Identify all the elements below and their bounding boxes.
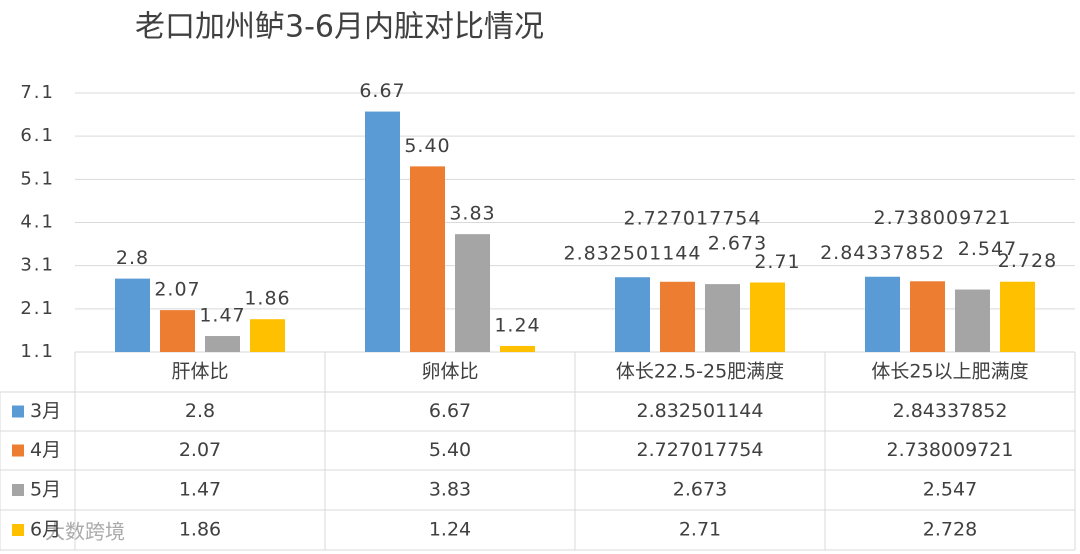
y-tick-label: 3.1 xyxy=(20,255,55,276)
table-cell: 5.40 xyxy=(429,439,471,461)
value-label: 2.8 xyxy=(116,247,149,269)
value-label: 1.24 xyxy=(494,314,540,336)
table-cell: 2.84337852 xyxy=(893,400,1008,422)
value-label: 2.71 xyxy=(754,251,800,273)
bar xyxy=(660,281,695,352)
table-cell: 1.24 xyxy=(429,519,471,541)
value-label: 2.728 xyxy=(998,250,1057,272)
bar xyxy=(250,319,285,352)
table-cell: 2.71 xyxy=(679,519,721,541)
value-label: 2.727017754 xyxy=(624,207,762,229)
legend-label: 6月 xyxy=(30,519,61,541)
table-cell: 2.728 xyxy=(923,519,977,541)
y-tick-label: 4.1 xyxy=(20,212,55,233)
x-tick-label: 肝体比 xyxy=(171,361,228,383)
bar xyxy=(160,310,195,352)
bar xyxy=(205,336,240,352)
bar xyxy=(750,282,785,352)
table-cell: 2.547 xyxy=(923,479,977,501)
value-label: 2.673 xyxy=(708,233,767,255)
legend-key xyxy=(12,444,24,457)
table-cell: 2.727017754 xyxy=(637,439,764,461)
legend-label: 5月 xyxy=(30,479,61,501)
value-label: 2.84337852 xyxy=(820,242,945,264)
value-label: 2.832501144 xyxy=(564,243,702,265)
x-tick-label: 体长25以上肥满度 xyxy=(871,361,1028,383)
bar xyxy=(1000,281,1035,352)
y-tick-label: 6.1 xyxy=(20,125,55,146)
value-label: 2.07 xyxy=(154,279,200,301)
bar xyxy=(500,345,535,352)
value-label: 3.83 xyxy=(449,203,495,225)
table-cell: 2.832501144 xyxy=(637,400,764,422)
legend-label: 4月 xyxy=(30,439,61,461)
x-tick-label: 体长22.5-25肥满度 xyxy=(616,361,784,383)
bar xyxy=(865,276,900,352)
table-cell: 2.07 xyxy=(179,439,221,461)
table-cell: 1.47 xyxy=(179,479,221,501)
chart-title: 老口加州鲈3-6月内脏对比情况 xyxy=(135,10,544,45)
bar xyxy=(705,284,740,352)
value-label: 2.547 xyxy=(958,238,1017,260)
value-label: 1.47 xyxy=(199,305,245,327)
bar xyxy=(115,278,150,352)
y-tick-label: 7.1 xyxy=(20,82,55,103)
table-cell: 2.738009721 xyxy=(887,439,1014,461)
bar xyxy=(615,277,650,352)
table-cell: 2.673 xyxy=(673,479,727,501)
bar xyxy=(955,289,990,352)
watermark: 大数跨境 xyxy=(45,520,125,544)
value-label: 1.86 xyxy=(244,288,290,310)
y-tick-label: 2.1 xyxy=(20,298,55,319)
legend-key xyxy=(12,524,24,536)
table-cell: 6.67 xyxy=(429,400,471,422)
bar xyxy=(455,234,490,352)
bar xyxy=(365,111,400,352)
table-cell: 3.83 xyxy=(429,479,471,501)
legend-key xyxy=(12,405,24,418)
table-cell: 2.8 xyxy=(185,400,215,422)
bar xyxy=(410,166,445,352)
value-label: 6.67 xyxy=(359,80,405,102)
x-tick-label: 卵体比 xyxy=(421,361,478,383)
bar xyxy=(910,281,945,352)
value-label: 2.738009721 xyxy=(874,207,1012,229)
legend-key xyxy=(12,484,24,496)
y-tick-label: 1.1 xyxy=(20,341,55,362)
legend-label: 3月 xyxy=(30,400,61,422)
table-cell: 1.86 xyxy=(179,519,221,541)
y-tick-label: 5.1 xyxy=(20,168,55,189)
value-label: 5.40 xyxy=(404,135,450,157)
